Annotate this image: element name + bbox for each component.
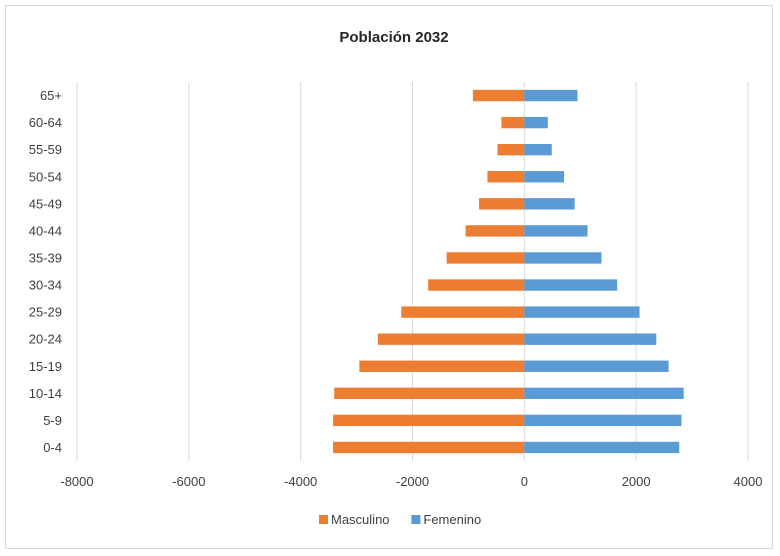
x-tick-label: 4000 [734,474,763,489]
bar-masculino-35-39 [446,252,525,264]
y-tick-label: 25-29 [29,305,62,320]
legend-swatch-masculino [319,515,328,524]
x-axis-labels: -8000 -6000 -4000 -2000 0 2000 4000 [60,474,762,489]
y-tick-label: 15-19 [29,359,62,374]
y-axis-labels: 0-4 5-9 10-14 15-19 20-24 25-29 30-34 35-39 40-4… [29,88,62,455]
bar-masculino-5-9 [333,414,525,427]
x-tick-label: -8000 [60,474,93,489]
chart-frame [5,5,773,549]
bar-masculino-10-14 [334,387,525,400]
x-tick-label: -2000 [396,474,429,489]
bar-femenino-20-24 [524,333,657,345]
y-tick-label: 30-34 [29,278,62,293]
y-tick-label: 45-49 [29,196,62,211]
bar-masculino-45-49 [479,198,525,210]
y-tick-label: 65+ [40,88,62,103]
gridlines [76,82,749,461]
y-tick-label: 10-14 [29,386,62,401]
bar-femenino-60-64 [524,116,548,129]
legend-label-masculino: Masculino [331,512,390,527]
bars [333,89,684,454]
bar-masculino-15-19 [359,360,525,372]
y-tick-label: 60-64 [29,115,62,130]
x-tick-label: -6000 [172,474,205,489]
x-tick-label: -4000 [284,474,317,489]
y-tick-label: 5-9 [43,413,62,428]
legend-swatch-femenino [411,515,421,524]
bar-masculino-0-4 [333,441,525,454]
y-tick-label: 40-44 [29,223,62,238]
y-tick-label: 55-59 [29,142,62,157]
bar-masculino-25-29 [401,306,525,318]
legend: Masculino Femenino [319,512,481,527]
bar-masculino-20-24 [377,333,525,345]
bar-masculino-65+ [472,89,525,102]
bar-femenino-30-34 [524,279,618,291]
bar-femenino-65+ [524,89,578,102]
y-tick-label: 35-39 [29,250,62,265]
y-tick-label: 50-54 [29,169,62,184]
bar-femenino-45-49 [524,198,575,210]
y-tick-label: 0-4 [43,440,62,455]
bar-femenino-10-14 [524,387,684,400]
bar-femenino-0-4 [524,441,680,454]
bar-femenino-50-54 [524,171,565,183]
bar-femenino-55-59 [524,143,552,156]
chart-title: Población 2032 [339,29,448,46]
bar-femenino-25-29 [524,306,640,318]
y-tick-label: 20-24 [29,332,62,347]
legend-label-femenino: Femenino [423,512,481,527]
bar-femenino-40-44 [524,225,588,237]
bar-femenino-5-9 [524,414,682,427]
bar-masculino-40-44 [465,225,525,237]
x-tick-label: 2000 [622,474,651,489]
x-tick-label: 0 [521,474,528,489]
bar-masculino-55-59 [497,143,525,156]
bar-femenino-15-19 [524,360,669,372]
bar-masculino-30-34 [428,279,525,291]
bar-masculino-50-54 [487,171,525,183]
bar-femenino-35-39 [524,252,602,264]
bar-masculino-60-64 [501,116,525,129]
